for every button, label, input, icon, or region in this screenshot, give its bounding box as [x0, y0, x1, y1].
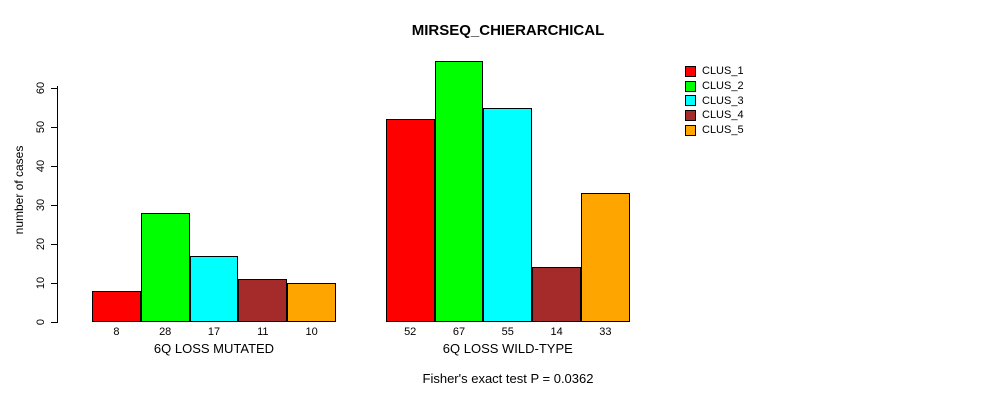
- y-tick-label: 60: [35, 81, 47, 95]
- y-tick-label: 0: [35, 318, 47, 326]
- group-label: 6Q LOSS MUTATED: [153, 341, 275, 356]
- legend-label: CLUS_2: [702, 80, 744, 93]
- bar-clus_5-group2: [581, 193, 630, 322]
- legend-item-clus_5: CLUS_5: [685, 123, 744, 138]
- bar-clus_3-group1: [189, 255, 239, 322]
- y-tick-label: 40: [35, 159, 47, 173]
- y-tick-label: 30: [35, 198, 47, 212]
- legend-item-clus_4: CLUS_4: [685, 108, 744, 123]
- legend-item-clus_1: CLUS_1: [685, 64, 744, 79]
- y-tick-label: 50: [35, 120, 47, 134]
- bar-clus_1-group2: [385, 119, 435, 322]
- fisher-test-annotation: Fisher's exact test P = 0.0362: [422, 371, 594, 386]
- bar-value-label: 11: [257, 326, 269, 338]
- legend: CLUS_1 CLUS_2 CLUS_3 CLUS_4 CLUS_5: [685, 64, 744, 137]
- bar-clus_5-group1: [287, 283, 336, 322]
- bar-clus_4-group1: [238, 279, 288, 322]
- y-tick: [51, 322, 57, 323]
- bar-value-label: 17: [207, 326, 221, 338]
- legend-swatch-icon: [685, 124, 696, 136]
- bar-clus_2-group1: [140, 212, 190, 322]
- bar-value-label: 67: [452, 326, 466, 338]
- bar-value-label: 14: [550, 326, 563, 338]
- legend-item-clus_2: CLUS_2: [685, 79, 744, 94]
- bar-clus_2-group2: [434, 60, 484, 322]
- bar-value-label: 55: [501, 326, 514, 338]
- group-label: 6Q LOSS WILD-TYPE: [442, 341, 573, 356]
- y-tick: [51, 283, 57, 284]
- legend-label: CLUS_1: [702, 65, 744, 78]
- legend-item-clus_3: CLUS_3: [685, 93, 744, 108]
- y-tick: [51, 166, 57, 167]
- y-tick: [51, 205, 57, 206]
- bar-value-label: 10: [305, 326, 318, 338]
- bar-value-label: 33: [599, 326, 612, 338]
- legend-label: CLUS_3: [702, 94, 744, 107]
- chart-title: MIRSEQ_CHIERARCHICAL: [411, 22, 605, 39]
- y-tick-label: 10: [35, 276, 47, 290]
- y-axis-line: [57, 86, 58, 323]
- legend-swatch-icon: [685, 109, 696, 121]
- y-tick-label: 20: [35, 237, 47, 251]
- legend-swatch-icon: [685, 95, 696, 107]
- y-tick: [51, 127, 57, 128]
- bar-clus_4-group2: [532, 267, 581, 322]
- bar-clus_3-group2: [483, 107, 533, 322]
- y-tick: [51, 88, 57, 89]
- bar-value-label: 28: [159, 326, 172, 338]
- legend-swatch-icon: [685, 65, 696, 77]
- legend-label: CLUS_4: [702, 109, 744, 122]
- bar-clus_1-group1: [92, 290, 141, 322]
- y-tick: [51, 244, 57, 245]
- legend-swatch-icon: [685, 80, 696, 92]
- bar-value-label: 8: [113, 326, 120, 338]
- bar-value-label: 52: [404, 326, 417, 338]
- legend-label: CLUS_5: [702, 124, 744, 137]
